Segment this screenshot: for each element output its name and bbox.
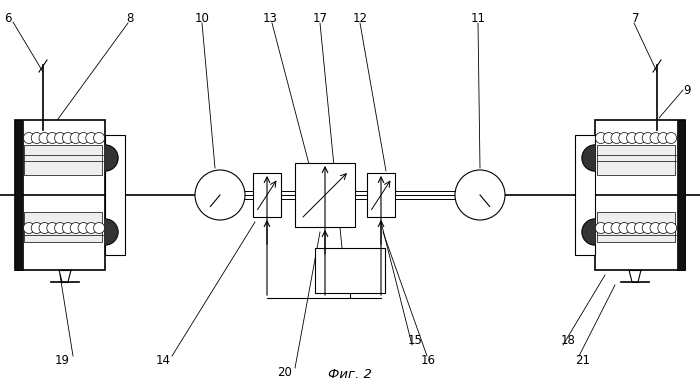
Bar: [315, 248, 385, 293]
Circle shape: [603, 132, 614, 144]
Text: 19: 19: [55, 354, 69, 366]
Text: 21: 21: [575, 354, 591, 366]
Polygon shape: [105, 219, 118, 245]
Circle shape: [86, 132, 97, 144]
Text: 8: 8: [126, 12, 134, 24]
Circle shape: [658, 132, 668, 144]
Circle shape: [47, 132, 58, 144]
Circle shape: [55, 222, 66, 234]
Text: 14: 14: [155, 354, 171, 366]
Circle shape: [78, 222, 89, 234]
Circle shape: [47, 222, 58, 234]
Bar: [24, 145, 102, 175]
Polygon shape: [582, 145, 595, 171]
Text: 13: 13: [262, 12, 277, 24]
Circle shape: [666, 222, 677, 234]
Circle shape: [619, 132, 630, 144]
Bar: [597, 145, 675, 175]
Bar: [15, 120, 105, 270]
Circle shape: [650, 222, 661, 234]
Circle shape: [86, 222, 97, 234]
Circle shape: [658, 222, 668, 234]
Circle shape: [32, 132, 42, 144]
Circle shape: [94, 222, 104, 234]
Circle shape: [596, 222, 606, 234]
Circle shape: [603, 222, 614, 234]
Circle shape: [642, 132, 653, 144]
Text: 17: 17: [312, 12, 328, 24]
Text: 6: 6: [4, 12, 12, 24]
Circle shape: [619, 222, 630, 234]
Circle shape: [666, 132, 677, 144]
Circle shape: [634, 222, 645, 234]
Text: 18: 18: [561, 334, 575, 347]
Circle shape: [62, 222, 74, 234]
Circle shape: [55, 132, 66, 144]
Circle shape: [455, 170, 505, 220]
Circle shape: [23, 222, 34, 234]
Polygon shape: [105, 145, 118, 171]
Circle shape: [70, 132, 81, 144]
Circle shape: [626, 132, 638, 144]
Bar: [105, 135, 125, 255]
Bar: [15, 120, 23, 270]
Circle shape: [626, 222, 638, 234]
Text: 7: 7: [632, 12, 640, 24]
Bar: [575, 135, 595, 255]
Circle shape: [94, 132, 104, 144]
Circle shape: [195, 170, 245, 220]
Text: Фиг. 2: Фиг. 2: [328, 369, 372, 381]
Bar: [253, 173, 281, 217]
Text: 20: 20: [278, 366, 293, 379]
Circle shape: [634, 132, 645, 144]
Circle shape: [70, 222, 81, 234]
Text: 11: 11: [470, 12, 486, 24]
Circle shape: [78, 132, 89, 144]
Bar: [295, 163, 355, 227]
Bar: [24, 212, 102, 242]
Text: 16: 16: [421, 354, 435, 366]
Text: 10: 10: [195, 12, 209, 24]
Circle shape: [596, 132, 606, 144]
Circle shape: [32, 222, 42, 234]
Circle shape: [650, 132, 661, 144]
Bar: [367, 173, 395, 217]
Circle shape: [39, 222, 50, 234]
Circle shape: [23, 132, 34, 144]
Text: 12: 12: [353, 12, 368, 24]
Circle shape: [642, 222, 653, 234]
Text: 15: 15: [407, 334, 422, 347]
Circle shape: [611, 132, 622, 144]
Circle shape: [62, 132, 74, 144]
Circle shape: [39, 132, 50, 144]
Polygon shape: [582, 219, 595, 245]
Bar: [595, 120, 685, 270]
Circle shape: [611, 222, 622, 234]
Bar: [677, 120, 685, 270]
Text: 9: 9: [683, 83, 691, 96]
Bar: [597, 212, 675, 242]
